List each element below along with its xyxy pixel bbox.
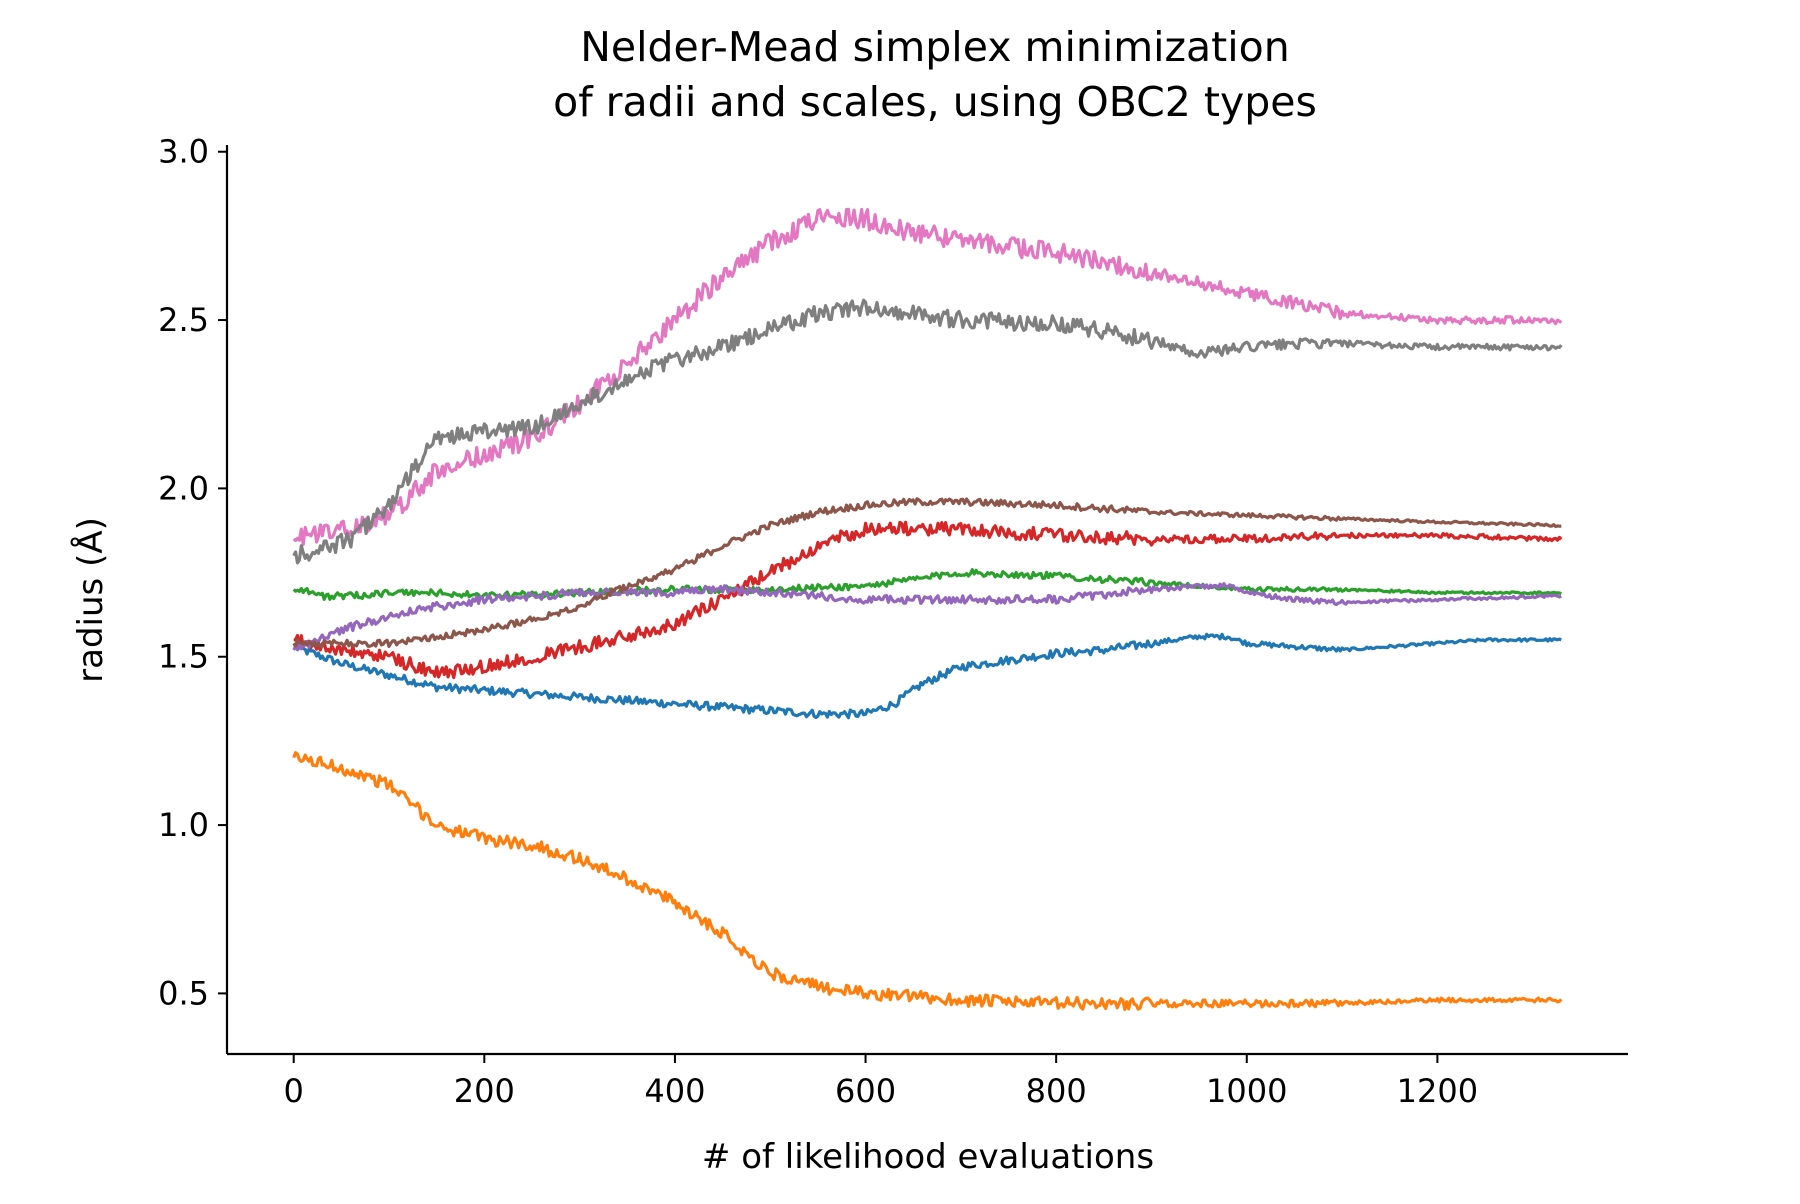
y-ticks: 0.5 1.0 1.5 2.0 2.5 3.0 xyxy=(158,133,227,1012)
y-tick-label: 2.0 xyxy=(158,469,209,507)
x-tick-label: 400 xyxy=(644,1072,705,1110)
series-layer xyxy=(292,207,1563,1012)
x-ticks: 0 200 400 600 800 1000 1200 xyxy=(284,1054,1478,1110)
series-line-5 xyxy=(292,582,1562,651)
series-line-1 xyxy=(293,632,1562,720)
y-tick-label: 0.5 xyxy=(158,974,209,1012)
x-tick-label: 200 xyxy=(454,1072,515,1110)
y-tick-label: 2.5 xyxy=(158,301,209,339)
series-line-8 xyxy=(292,298,1563,565)
x-tick-label: 0 xyxy=(284,1072,304,1110)
series-line-6 xyxy=(292,497,1562,649)
x-tick-label: 800 xyxy=(1026,1072,1087,1110)
y-tick-label: 3.0 xyxy=(158,133,209,171)
x-tick-label: 600 xyxy=(835,1072,896,1110)
y-axis-label: radius (Å) xyxy=(70,517,111,683)
series-line-2 xyxy=(292,751,1563,1012)
chart-title-line-1: Nelder-Mead simplex minimization xyxy=(580,23,1289,71)
series-line-7 xyxy=(292,207,1563,547)
y-tick-label: 1.0 xyxy=(158,806,209,844)
x-tick-label: 1000 xyxy=(1206,1072,1287,1110)
series-line-4 xyxy=(293,520,1563,680)
y-tick-label: 1.5 xyxy=(158,638,209,676)
chart-title-line-2: of radii and scales, using OBC2 types xyxy=(553,78,1317,126)
x-tick-label: 1200 xyxy=(1397,1072,1478,1110)
x-axis-label: # of likelihood evaluations xyxy=(702,1137,1154,1177)
